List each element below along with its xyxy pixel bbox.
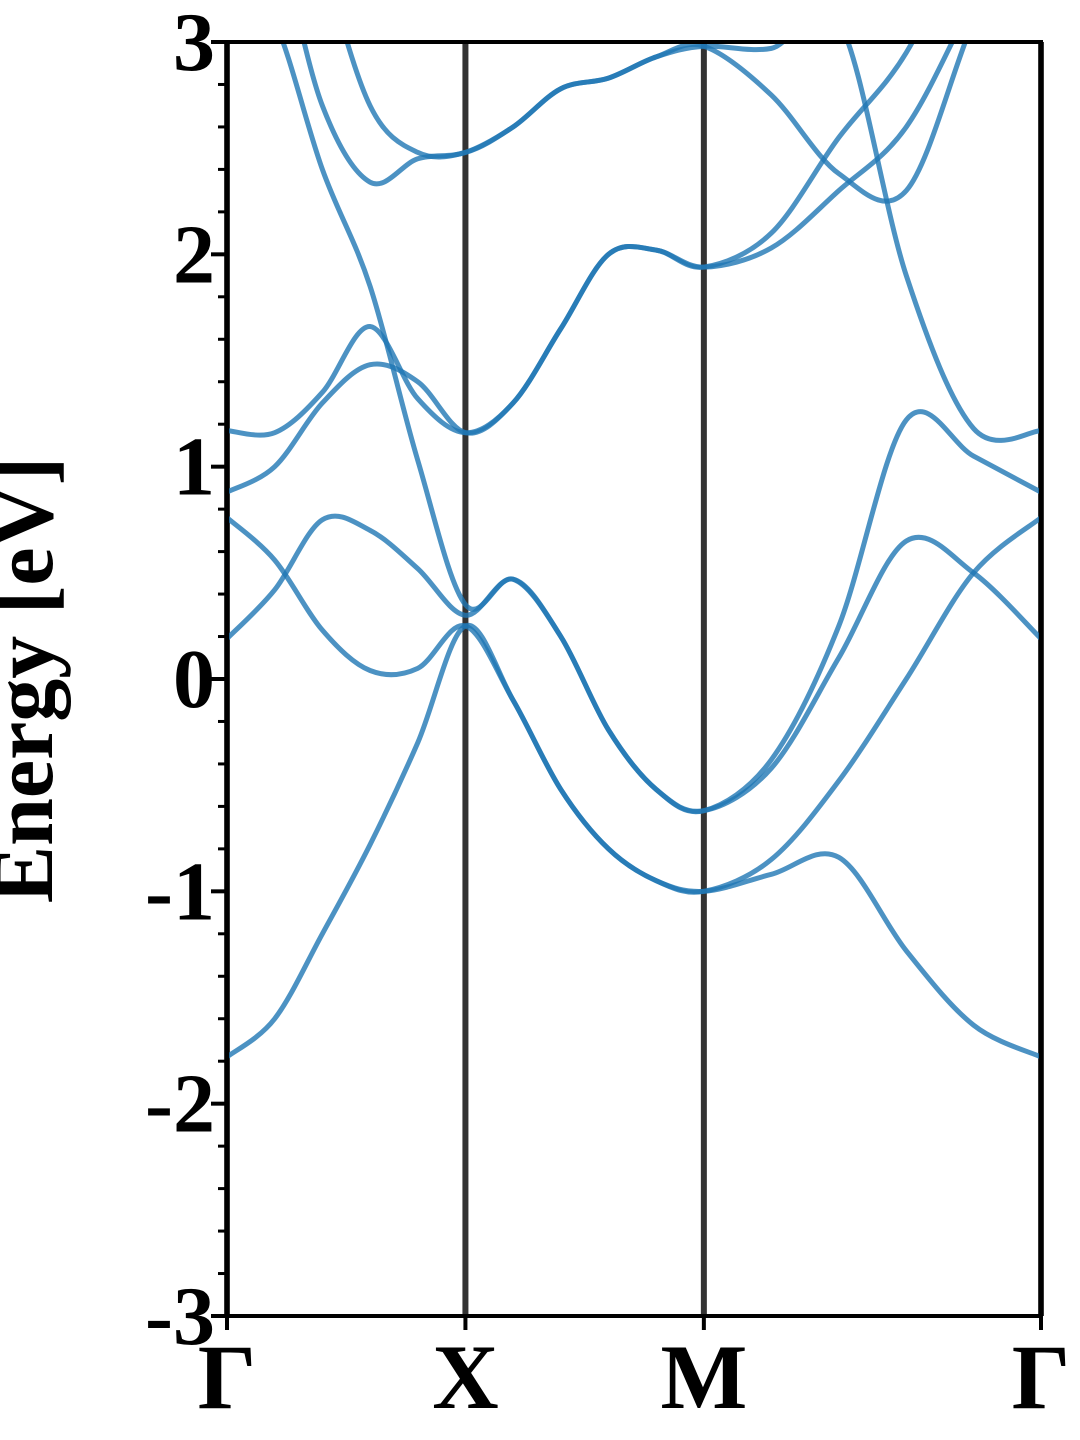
band-line <box>227 622 1041 1060</box>
y-tick-label: 0 <box>173 633 215 726</box>
y-tick-label: -1 <box>145 845 215 938</box>
y-tick-label: -2 <box>145 1058 215 1151</box>
band-line <box>344 42 1041 443</box>
plot-area <box>227 42 1041 1060</box>
plot-frame <box>225 40 1043 1318</box>
band-line <box>280 42 1041 815</box>
y-tick-label: 2 <box>173 208 215 301</box>
x-tick-label: Γ <box>198 1326 257 1428</box>
band-line <box>301 42 968 204</box>
y-axis-label: Energy [eV] <box>0 457 71 904</box>
x-tick-label: X <box>432 1326 498 1428</box>
x-tick-label: Γ <box>1012 1326 1071 1428</box>
band-line <box>227 515 1041 895</box>
y-tick-label: 1 <box>173 421 215 514</box>
y-tick-label: 3 <box>173 0 215 89</box>
y-tick-label: -3 <box>145 1270 215 1363</box>
band-line <box>227 42 916 438</box>
x-tick-label: M <box>660 1326 747 1428</box>
